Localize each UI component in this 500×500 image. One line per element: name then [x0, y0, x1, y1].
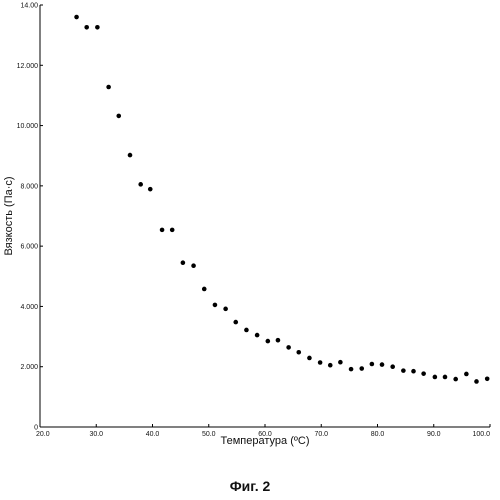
x-axis-title: Температура (ºC) [221, 435, 310, 447]
data-point [338, 360, 343, 365]
data-point [443, 375, 448, 380]
data-point [160, 228, 165, 233]
data-point [307, 356, 312, 361]
y-tick-label: 10.000 [17, 123, 39, 130]
x-tick-label: 20.0 [36, 431, 50, 438]
data-point [116, 114, 121, 119]
y-tick-label: 14.00 [20, 3, 38, 10]
data-point [84, 25, 89, 30]
data-point [223, 307, 228, 312]
data-point [296, 350, 301, 355]
data-point [74, 15, 79, 20]
y-axis-ticks: 02.0004.0006.0008.00010.00012.00014.00 [17, 3, 43, 432]
y-tick-label: 4.000 [20, 304, 38, 311]
x-tick-label: 80.0 [371, 431, 385, 438]
data-point [421, 371, 426, 376]
y-tick-label: 2.000 [20, 364, 38, 371]
data-point [213, 303, 218, 308]
data-point [233, 320, 238, 325]
x-tick-label: 50.0 [202, 431, 216, 438]
data-point [453, 377, 458, 382]
data-point [380, 362, 385, 367]
x-tick-label: 40.0 [146, 431, 160, 438]
x-tick-label: 90.0 [427, 431, 441, 438]
data-point [128, 153, 133, 158]
data-point [181, 260, 186, 265]
y-tick-label: 12.000 [17, 63, 39, 70]
data-point [328, 363, 333, 368]
data-point [138, 182, 143, 187]
data-point [276, 338, 281, 343]
data-point [148, 187, 153, 192]
data-point [286, 345, 291, 350]
data-point [191, 263, 196, 268]
scatter-chart: 02.0004.0006.0008.00010.00012.00014.00 2… [0, 0, 500, 470]
data-point [359, 366, 364, 371]
y-tick-label: 8.000 [20, 183, 38, 190]
data-point [244, 328, 249, 333]
data-point [95, 25, 100, 30]
data-point [255, 333, 260, 338]
data-point [266, 339, 271, 344]
data-point [485, 376, 490, 381]
data-point [349, 367, 354, 372]
x-tick-label: 30.0 [89, 431, 103, 438]
data-point [170, 228, 175, 233]
data-point [464, 372, 469, 377]
x-tick-label: 70.0 [314, 431, 328, 438]
data-point [401, 368, 406, 373]
data-point [370, 362, 375, 367]
data-point [474, 379, 479, 384]
x-tick-label: 100.0 [472, 431, 490, 438]
data-point [202, 287, 207, 292]
data-point [433, 375, 438, 380]
data-point [411, 369, 416, 374]
data-points [74, 15, 489, 384]
figure-caption: Фиг. 2 [0, 478, 500, 494]
data-point [390, 364, 395, 369]
y-axis-title: Вязкость (Па·с) [3, 176, 15, 255]
y-tick-label: 6.000 [20, 244, 38, 251]
data-point [318, 360, 323, 365]
data-point [106, 85, 111, 90]
